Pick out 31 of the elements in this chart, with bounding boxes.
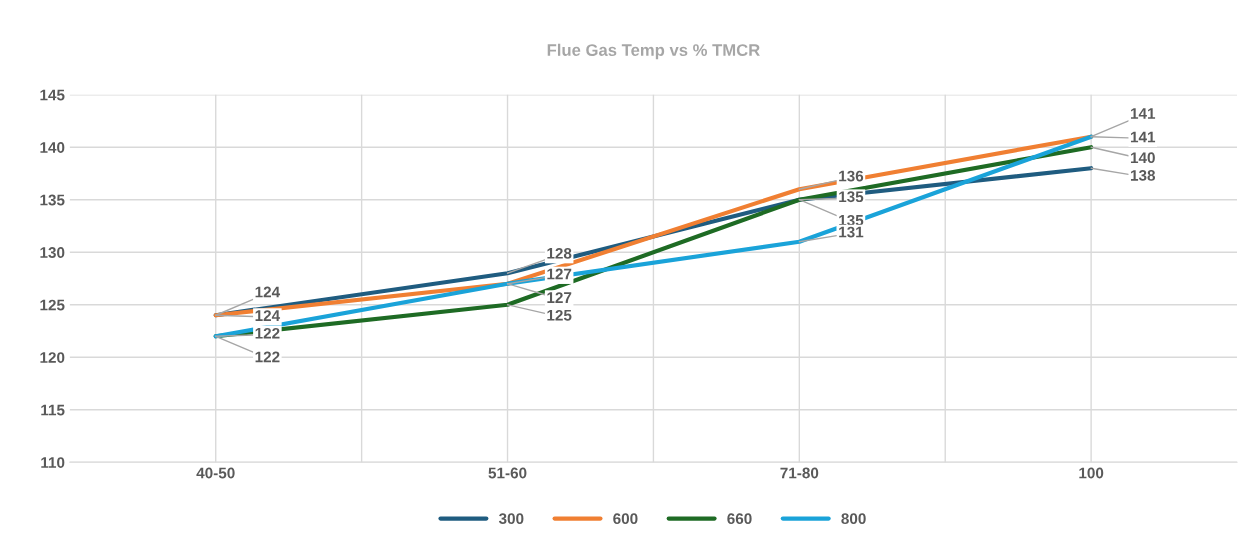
chart-title: Flue Gas Temp vs % TMCR (547, 43, 760, 60)
data-label: 141 (1130, 131, 1156, 143)
y-tick-label: 145 (40, 89, 65, 101)
data-label: 124 (255, 286, 281, 298)
legend-label: 300 (498, 513, 524, 525)
data-label: 141 (1130, 108, 1156, 119)
y-tick-label: 140 (40, 142, 65, 153)
data-label: 124 (255, 310, 281, 321)
y-tick-label: 130 (40, 247, 65, 258)
x-tick-label: 71-80 (780, 467, 819, 479)
data-label: 127 (547, 292, 572, 303)
y-tick-label: 120 (40, 352, 65, 363)
legend-label: 800 (841, 513, 866, 525)
y-tick-label: 110 (41, 457, 65, 468)
data-label: 125 (547, 309, 572, 321)
data-label: 135 (839, 191, 864, 203)
data-label: 122 (255, 351, 280, 363)
y-tick-label: 115 (41, 404, 65, 416)
y-tick-label: 135 (40, 194, 65, 206)
x-tick-label: 40-50 (196, 467, 235, 479)
data-label: 122 (255, 327, 280, 339)
x-tick-label: 51-60 (488, 467, 527, 479)
data-label: 128 (547, 247, 572, 259)
legend-label: 660 (727, 513, 752, 525)
data-label: 140 (1130, 152, 1155, 164)
x-tick-label: 100 (1079, 467, 1104, 479)
data-label: 127 (547, 268, 572, 280)
data-label: 138 (1130, 169, 1156, 181)
data-label: 136 (839, 170, 864, 182)
y-tick-label: 125 (40, 299, 65, 311)
legend-label: 600 (613, 513, 638, 525)
